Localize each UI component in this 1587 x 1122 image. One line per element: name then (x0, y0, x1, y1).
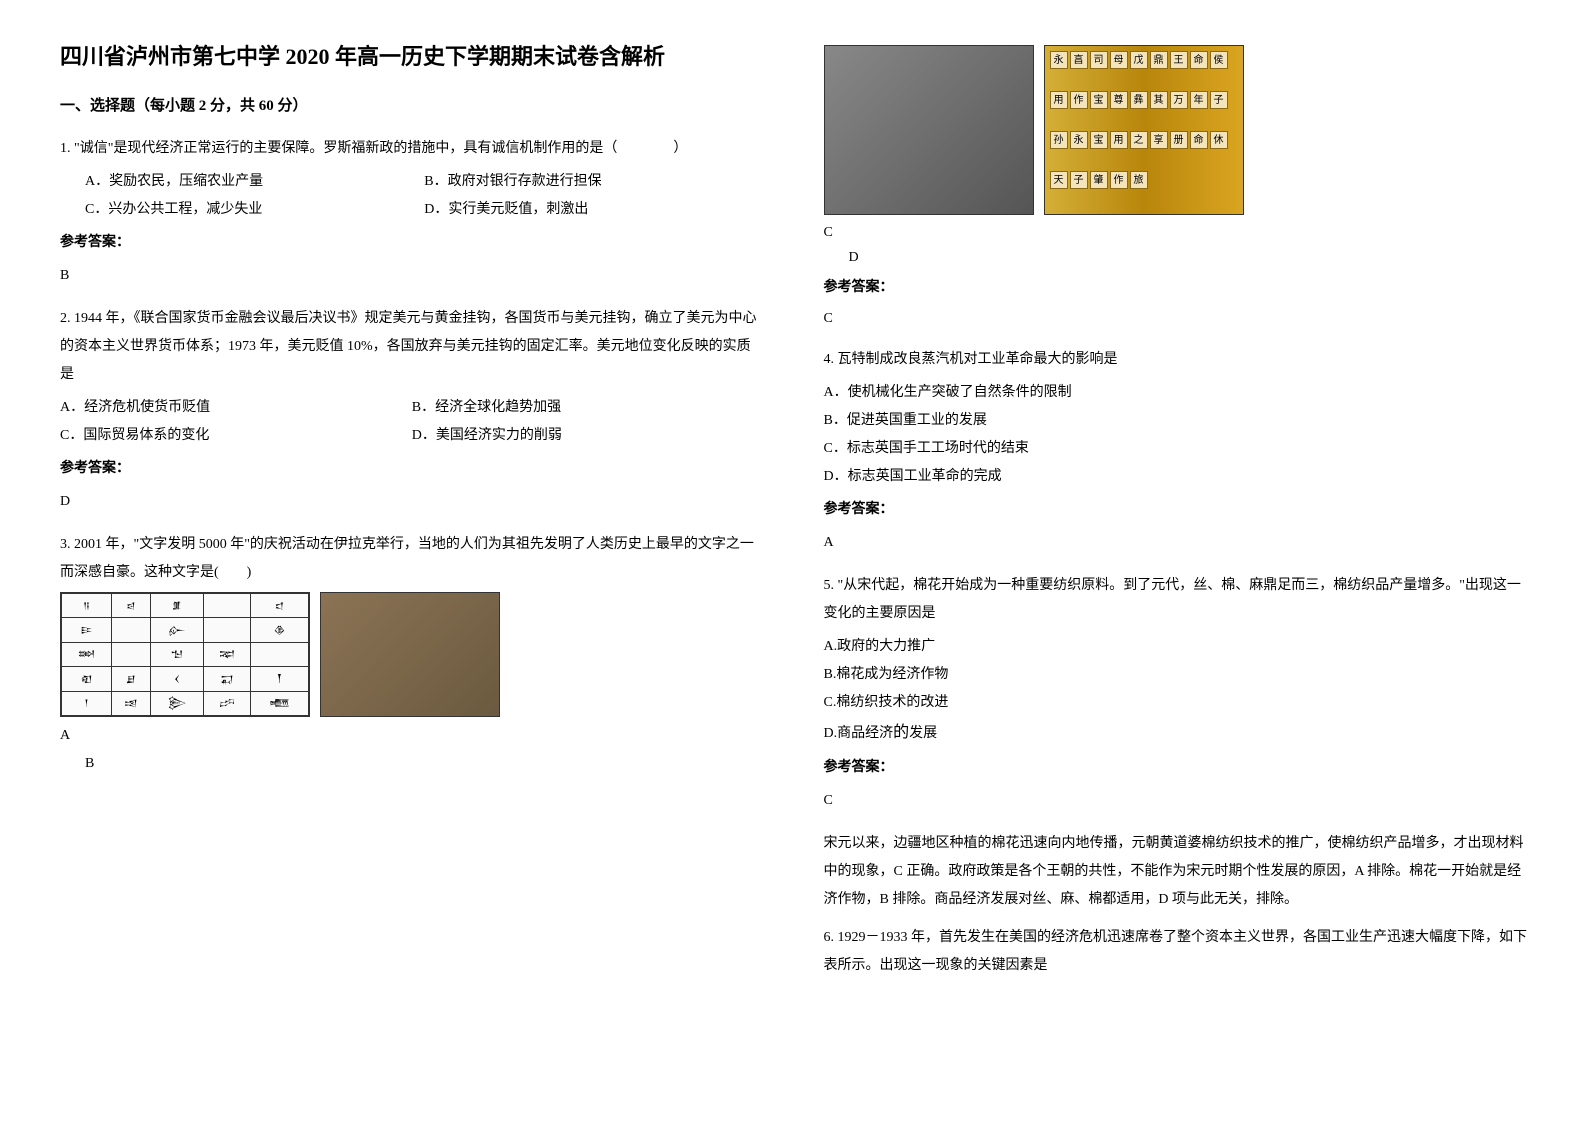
answer-label: 参考答案： (824, 754, 1528, 782)
question-5: 5. "从宋代起，棉花开始成为一种重要纺织原料。到了元代，丝、棉、麻鼎足而三，棉… (824, 572, 1528, 914)
script-table-image: 𒀀𒁀𒂠𒃰 𒄿𒅎𒆠 𒇷𒈠𒉈 𒊏𒋗𒌋𒍑𒐕 𒑰𒒁𒓶𒔼𒕃 (60, 592, 310, 717)
option-a: A．使机械化生产突破了自然条件的限制 (824, 379, 1528, 407)
script-images-row-c: 永亯司母戊鼎王命 侯用作宝尊彝其万 年子孙永宝用之享 册命休天子肇作旅 (824, 45, 1528, 215)
option-b: B．政府对银行存款进行担保 (424, 168, 763, 196)
answer-label: 参考答案： (824, 275, 1528, 300)
option-b: B．经济全球化趋势加强 (412, 394, 764, 422)
cuneiform-image (824, 45, 1034, 215)
option-d-label: D (849, 245, 1528, 270)
option-b-label: B (85, 750, 764, 778)
question-text: 2. 1944 年，《联合国家货币金融会议最后决议书》规定美元与黄金挂钩，各国货… (60, 305, 764, 389)
answer-label: 参考答案： (60, 455, 764, 483)
explanation: 宋元以来，边疆地区种植的棉花迅速向内地传播，元朝黄道婆棉纺织技术的推广，使棉纺织… (824, 830, 1528, 914)
question-4: 4. 瓦特制成改良蒸汽机对工业革命最大的影响是 A．使机械化生产突破了自然条件的… (824, 346, 1528, 557)
option-d-big: 的 (893, 724, 909, 741)
option-d-prefix: D.商品经济 (824, 726, 894, 741)
option-c: C．兴办公共工程，减少失业 (85, 196, 424, 224)
option-a-label: A (60, 722, 764, 750)
option-c: C.棉纺织技术的改进 (824, 689, 1528, 717)
document-title: 四川省泸州市第七中学 2020 年高一历史下学期期末试卷含解析 (60, 40, 764, 73)
answer-value: D (60, 488, 764, 516)
option-d: D．标志英国工业革命的完成 (824, 463, 1528, 491)
option-d: D.商品经济的发展 (824, 717, 1528, 749)
question-text: 1. "诚信"是现代经济正常运行的主要保障。罗斯福新政的措施中，具有诚信机制作用… (60, 135, 764, 163)
question-text: 4. 瓦特制成改良蒸汽机对工业革命最大的影响是 (824, 346, 1528, 374)
answer-value: B (60, 262, 764, 290)
script-images-row-a: 𒀀𒁀𒂠𒃰 𒄿𒅎𒆠 𒇷𒈠𒉈 𒊏𒋗𒌋𒍑𒐕 𒑰𒒁𒓶𒔼𒕃 (60, 592, 764, 717)
left-column: 四川省泸州市第七中学 2020 年高一历史下学期期末试卷含解析 一、选择题（每小… (60, 40, 764, 988)
option-b: B．促进英国重工业的发展 (824, 407, 1528, 435)
right-column: 永亯司母戊鼎王命 侯用作宝尊彝其万 年子孙永宝用之享 册命休天子肇作旅 C D … (824, 40, 1528, 988)
question-2: 2. 1944 年，《联合国家货币金融会议最后决议书》规定美元与黄金挂钩，各国货… (60, 305, 764, 516)
question-text: 6. 1929－1933 年，首先发生在美国的经济危机迅速席卷了整个资本主义世界… (824, 924, 1528, 980)
answer-label: 参考答案： (60, 229, 764, 257)
question-3: 3. 2001 年，"文字发明 5000 年"的庆祝活动在伊拉克举行，当地的人们… (60, 531, 764, 778)
option-d: D．美国经济实力的削弱 (412, 422, 764, 450)
answer-value: A (824, 529, 1528, 557)
answer-value: C (824, 787, 1528, 815)
option-c: C．国际贸易体系的变化 (60, 422, 412, 450)
question-text: 5. "从宋代起，棉花开始成为一种重要纺织原料。到了元代，丝、棉、麻鼎足而三，棉… (824, 572, 1528, 628)
question-1: 1. "诚信"是现代经济正常运行的主要保障。罗斯福新政的措施中，具有诚信机制作用… (60, 135, 764, 290)
question-6: 6. 1929－1933 年，首先发生在美国的经济危机迅速席卷了整个资本主义世界… (824, 924, 1528, 980)
option-b: B.棉花成为经济作物 (824, 661, 1528, 689)
section-heading: 一、选择题（每小题 2 分，共 60 分） (60, 93, 764, 120)
option-c: C．标志英国手工工场时代的结束 (824, 435, 1528, 463)
question-text: 3. 2001 年，"文字发明 5000 年"的庆祝活动在伊拉克举行，当地的人们… (60, 531, 764, 587)
option-a: A．奖励农民，压缩农业产量 (85, 168, 424, 196)
option-c-label: C (824, 220, 1528, 245)
hieroglyph-image (320, 592, 500, 717)
option-d: D．实行美元贬值，刺激出 (424, 196, 763, 224)
answer-value: C (824, 306, 1528, 331)
option-a: A.政府的大力推广 (824, 633, 1528, 661)
answer-label: 参考答案： (824, 496, 1528, 524)
option-d-suffix: 发展 (909, 726, 937, 741)
option-a: A．经济危机使货币贬值 (60, 394, 412, 422)
bronze-script-image: 永亯司母戊鼎王命 侯用作宝尊彝其万 年子孙永宝用之享 册命休天子肇作旅 (1044, 45, 1244, 215)
